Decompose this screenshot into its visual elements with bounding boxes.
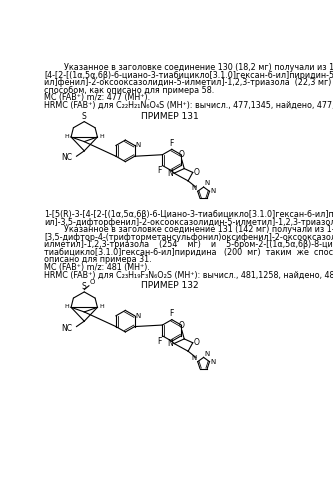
Text: ПРИМЕР 131: ПРИМЕР 131 (142, 112, 199, 121)
Text: [3,5-дифтор-4-(трифторметансульфонил)оксифенил]-2-оксооксазолидин-5-: [3,5-дифтор-4-(трифторметансульфонил)окс… (44, 233, 333, 242)
Text: F: F (157, 336, 162, 345)
Text: N: N (136, 142, 141, 148)
Text: N: N (204, 350, 210, 356)
Text: ...: ... (91, 304, 97, 309)
Text: S: S (82, 282, 87, 291)
Text: 1-[5(R)-3-[4-[2-[(1α,5α,6β)-6-Циано-3-тиабицикло[3.1.0]гексан-6-ил]пиридин-5-: 1-[5(R)-3-[4-[2-[(1α,5α,6β)-6-Циано-3-ти… (44, 210, 333, 219)
Text: МС (FAB⁺) m/z: 477 (MH⁺).: МС (FAB⁺) m/z: 477 (MH⁺). (44, 94, 150, 102)
Text: N: N (210, 358, 215, 364)
Text: O: O (194, 168, 200, 177)
Text: F: F (169, 310, 174, 318)
Text: O: O (194, 338, 200, 347)
Text: NC: NC (62, 154, 73, 162)
Text: ил]-3,5-дифторфенил]-2-оксооксазолидин-5-илметил]-1,2,3-триазол: ил]-3,5-дифторфенил]-2-оксооксазолидин-5… (44, 218, 333, 226)
Text: N: N (167, 339, 173, 348)
Text: N: N (192, 184, 197, 190)
Text: O: O (90, 279, 95, 285)
Text: МС (FAB⁺) m/z: 481 (MH⁺).: МС (FAB⁺) m/z: 481 (MH⁺). (44, 263, 150, 272)
Text: илметил]-1,2,3-триазола    (254    мг)    и    5-бром-2-[(1α,5α,6β)-8-циано-3-: илметил]-1,2,3-триазола (254 мг) и 5-бро… (44, 240, 333, 250)
Text: N: N (204, 180, 210, 186)
Text: HRMC (FAB⁺) для C₂₃H₁₉F₃N₆O₂S (MH⁺): вычисл., 481,1258, найдено, 481,1241.: HRMC (FAB⁺) для C₂₃H₁₉F₃N₆O₂S (MH⁺): выч… (44, 270, 333, 280)
Text: O: O (179, 150, 185, 160)
Text: H: H (65, 304, 70, 309)
Text: N: N (167, 168, 173, 177)
Text: описано для примера 31.: описано для примера 31. (44, 256, 152, 264)
Text: H: H (99, 134, 104, 138)
Text: Указанное в заголовке соединение 130 (18,2 мг) получали из 1-[5(R)-3-: Указанное в заголовке соединение 130 (18… (44, 63, 333, 72)
Text: N: N (192, 355, 197, 361)
Text: Указанное в заголовке соединение 131 (142 мг) получали из 1-[5(R)-3-: Указанное в заголовке соединение 131 (14… (44, 225, 333, 234)
Text: NC: NC (62, 324, 73, 332)
Text: O: O (179, 320, 185, 330)
Text: HRMC (FAB⁺) для C₂₂H₂₁N₆O₄S (MH⁺): вычисл., 477,1345, найдено, 477,1329.: HRMC (FAB⁺) для C₂₂H₂₁N₆O₄S (MH⁺): вычис… (44, 101, 333, 110)
Text: F: F (169, 139, 174, 148)
Text: H: H (99, 304, 104, 309)
Text: ...: ... (91, 134, 97, 138)
Text: N: N (136, 313, 141, 319)
Text: ПРИМЕР 132: ПРИМЕР 132 (142, 281, 199, 290)
Text: H: H (65, 134, 70, 138)
Text: S: S (82, 112, 87, 121)
Text: F: F (157, 166, 162, 175)
Text: N: N (210, 188, 215, 194)
Text: [4-[2-[(1α,5α,6β)-6-циано-3-тиабицикло[3.1.0]гексан-6-ил]пиридин-5-: [4-[2-[(1α,5α,6β)-6-циано-3-тиабицикло[3… (44, 70, 333, 80)
Text: способом, как описано для примера 58.: способом, как описано для примера 58. (44, 86, 214, 94)
Text: тиабицикло[3.1.0]гексан-6-ил]пиридина   (200  мг)  таким  же  способом, как: тиабицикло[3.1.0]гексан-6-ил]пиридина (2… (44, 248, 333, 257)
Text: ил]фенил]-2-оксооксазолидин-5-илметил]-1,2,3-триазола  (22,3 мг)  таким же: ил]фенил]-2-оксооксазолидин-5-илметил]-1… (44, 78, 333, 87)
